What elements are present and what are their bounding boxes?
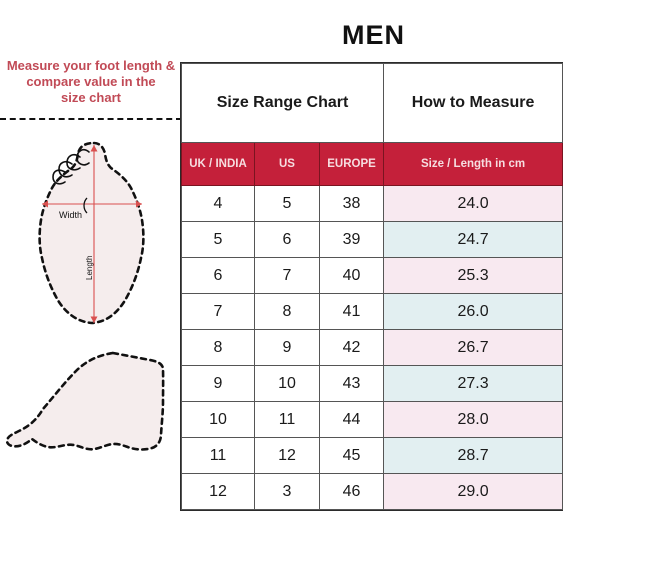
svg-text:Width: Width bbox=[59, 210, 82, 220]
svg-text:Length: Length bbox=[85, 256, 94, 280]
